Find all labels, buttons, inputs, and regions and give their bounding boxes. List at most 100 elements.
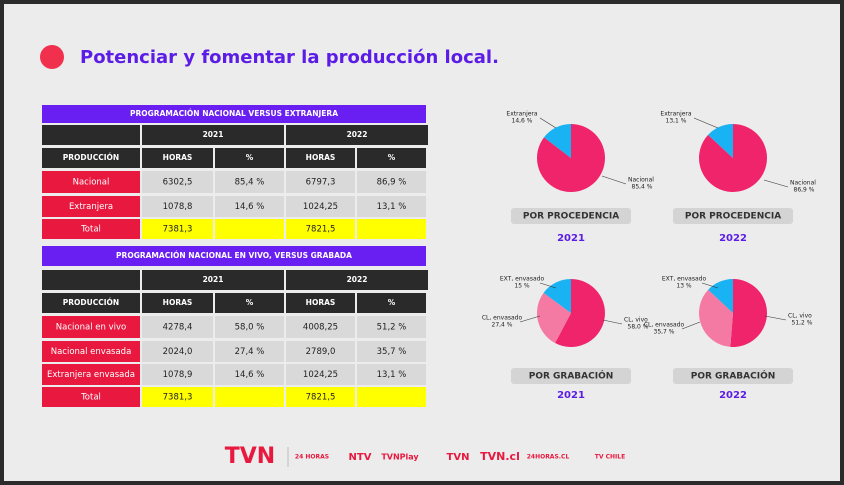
- slice-value: 35,7 %: [654, 329, 675, 336]
- table-title: PROGRAMACIÓN NACIONAL EN VIVO, VERSUS GR…: [116, 251, 352, 260]
- slice-label: CL, envasado: [482, 315, 523, 322]
- table-title-bg: [42, 246, 426, 266]
- data-cell: [142, 196, 213, 217]
- cell-text: 13,1 %: [377, 202, 407, 212]
- slice-value: 13,1 %: [666, 118, 687, 125]
- cell-text: 1078,9: [163, 370, 193, 380]
- pie-slice: [699, 289, 733, 347]
- year-cell: [286, 270, 428, 290]
- slice-label: CL, vivo: [788, 313, 812, 320]
- row-label: Nacional en vivo: [56, 323, 126, 333]
- leader-line: [763, 179, 789, 188]
- header-label: %: [246, 298, 254, 307]
- row-label-cell: [42, 196, 140, 217]
- caption: POR GRABACIÓN: [691, 370, 776, 382]
- data-cell: [286, 316, 355, 338]
- pie-slice: [555, 279, 606, 347]
- data-cell: [215, 316, 284, 338]
- row-label: Nacional envasada: [51, 347, 132, 357]
- total-cell: [142, 219, 213, 239]
- data-cell: [142, 316, 213, 338]
- footer-logo: NTV: [349, 452, 372, 463]
- leader-line: [764, 315, 787, 321]
- total-value: 7821,5: [306, 225, 336, 235]
- slice-value: 14,6 %: [512, 118, 533, 125]
- caption-pill: [511, 208, 631, 224]
- caption: POR PROCEDENCIA: [685, 212, 781, 222]
- leader-line: [539, 282, 557, 289]
- row-label-cell: [42, 171, 140, 193]
- leader-line: [602, 319, 623, 325]
- year-label: 2021: [203, 275, 224, 284]
- slice-label: CL, vivo: [624, 317, 648, 324]
- header-cell: [286, 293, 355, 313]
- cell-text: 4008,25: [303, 323, 338, 333]
- header-cell: [42, 293, 140, 313]
- total-cell: [286, 387, 355, 407]
- cell-text: 1024,25: [303, 202, 338, 212]
- slice-value: 15 %: [514, 283, 530, 290]
- year-label: 2022: [347, 130, 368, 139]
- caption-pill: [673, 208, 793, 224]
- total-value: 7381,3: [163, 393, 193, 403]
- slice-label: EXT, envasado: [500, 276, 545, 283]
- pie-year: 2022: [719, 233, 747, 244]
- pie-slice: [543, 279, 571, 313]
- slice-label: EXT, envasado: [662, 276, 707, 283]
- pie-slice: [544, 124, 571, 158]
- cell-text: 1024,25: [303, 370, 338, 380]
- cell-text: 6302,5: [163, 178, 193, 188]
- total-label-cell: [42, 219, 140, 239]
- data-cell: [357, 171, 426, 193]
- row-label-cell: [42, 364, 140, 385]
- pie-slice: [708, 279, 733, 313]
- year-cell: [286, 125, 428, 145]
- caption: POR GRABACIÓN: [529, 370, 614, 382]
- total-cell: [286, 219, 355, 239]
- total-cell: [357, 387, 426, 407]
- leader-line: [693, 117, 719, 129]
- total-label: Total: [80, 393, 101, 403]
- header-cell: [286, 148, 355, 168]
- year-cell: [42, 125, 140, 145]
- header-cell: [215, 148, 284, 168]
- leader-line: [681, 321, 701, 330]
- leader-line: [701, 282, 719, 289]
- caption-pill: [673, 368, 793, 384]
- data-cell: [142, 364, 213, 385]
- slice-label: Nacional: [628, 177, 654, 184]
- slice-value: 86,9 %: [794, 187, 815, 194]
- cell-text: 4278,4: [163, 323, 193, 333]
- leader-line: [519, 315, 541, 323]
- total-value: 7821,5: [306, 393, 336, 403]
- data-cell: [286, 171, 355, 193]
- row-label-cell: [42, 341, 140, 362]
- slice-label: Nacional: [790, 180, 816, 187]
- caption: POR PROCEDENCIA: [523, 212, 619, 222]
- pie-slice: [536, 124, 605, 192]
- cell-text: 14,6 %: [235, 370, 265, 380]
- row-label: Extranjera envasada: [47, 370, 135, 380]
- header-label: HORAS: [163, 153, 193, 162]
- header-label: %: [246, 153, 254, 162]
- year-cell: [142, 270, 284, 290]
- footer-logo: TV CHILE: [595, 454, 625, 461]
- cell-text: 1078,8: [163, 202, 193, 212]
- pie-year: 2022: [719, 390, 747, 401]
- data-cell: [215, 364, 284, 385]
- year-cell: [42, 270, 140, 290]
- slice-value: 58,0 %: [628, 324, 649, 331]
- table-title-bg: [42, 105, 426, 123]
- data-cell: [286, 364, 355, 385]
- footer-logo: 24HORAS.CL: [527, 454, 570, 461]
- pie-slice: [708, 124, 733, 158]
- leader-line: [601, 175, 627, 185]
- data-cell: [357, 341, 426, 362]
- row-label-cell: [42, 316, 140, 338]
- cell-text: 85,4 %: [235, 178, 265, 188]
- data-cell: [142, 341, 213, 362]
- row-label: Extranjera: [69, 202, 113, 212]
- header-label: PRODUCCIÓN: [63, 153, 119, 162]
- cell-text: 13,1 %: [377, 370, 407, 380]
